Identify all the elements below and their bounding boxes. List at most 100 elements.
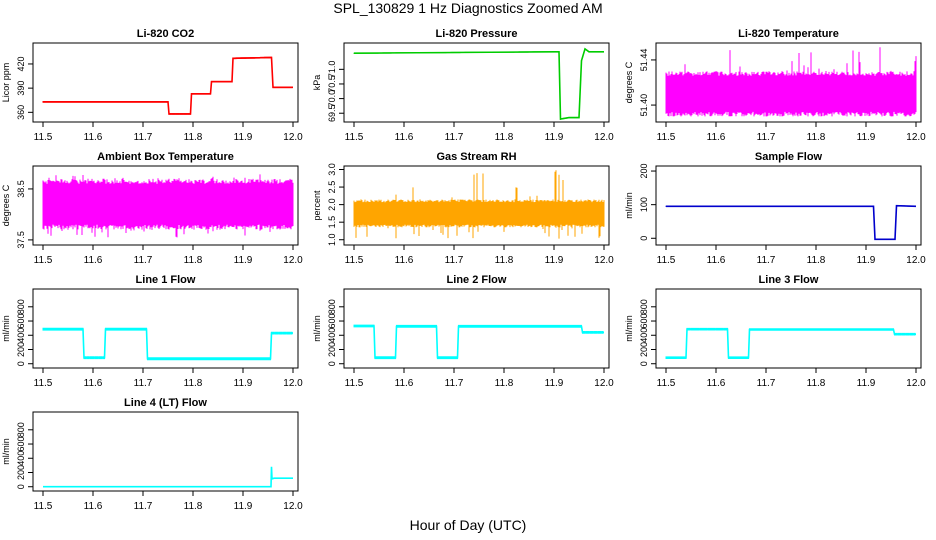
panel-line1: Line 1 Flow ml/min 11.5 11.6 11.7 11.8 11.9 12.… (1, 274, 303, 389)
x-tick-label: 12.0 (283, 255, 303, 266)
panel-sample_flow: Sample Flow ml/min 11.5 11.6 11.7 11.8 11.9 12.… (624, 151, 926, 266)
panel-co2: Li-820 CO2 Licor ppm 11.5 11.6 11.7 11.8 11.9 1… (1, 28, 303, 143)
panel-title: Line 3 Flow (759, 274, 819, 286)
series-line (43, 56, 293, 115)
x-tick-label: 11.5 (345, 132, 364, 143)
y-tick-label: 100 (639, 197, 649, 212)
panel-title: Line 2 Flow (447, 274, 507, 286)
y-axis-label: ml/min (1, 438, 11, 465)
panel-line3: Line 3 Flow ml/min 11.5 11.6 11.7 11.8 11.9 12.… (624, 274, 926, 389)
y-tick-label: 360 (16, 105, 26, 120)
x-tick-label: 11.7 (134, 378, 153, 389)
y-axis-label: Licor ppm (1, 63, 11, 103)
y-tick-label: 600 (639, 314, 649, 329)
series-noise (665, 205, 916, 240)
y-tick-label: 0 (16, 361, 26, 366)
y-tick-label: 70.5 (327, 75, 337, 93)
x-tick-label: 12.0 (594, 255, 614, 266)
y-tick-label: 400 (327, 328, 337, 343)
y-axis-label: ml/min (1, 315, 11, 342)
y-tick-label: 420 (16, 56, 26, 71)
plot-frame (343, 165, 610, 246)
x-tick-label: 11.8 (184, 378, 203, 389)
x-tick-label: 11.7 (134, 132, 153, 143)
x-tick-label: 11.9 (234, 255, 253, 266)
y-tick-label: 200 (327, 342, 337, 357)
y-tick-label: 51.40 (639, 94, 649, 117)
x-tick-label: 11.6 (707, 132, 726, 143)
panel-box_temp: Ambient Box Temperature degrees C 11.5 11.6… (1, 151, 303, 266)
y-tick-label: 600 (327, 314, 337, 329)
x-tick-label: 11.5 (34, 132, 53, 143)
y-tick-label: 400 (639, 328, 649, 343)
panel-line2: Line 2 Flow ml/min 11.5 11.6 11.7 11.8 11.9 12.… (312, 274, 614, 389)
x-tick-label: 11.6 (395, 255, 414, 266)
x-tick-label: 12.0 (283, 378, 303, 389)
series-noise (665, 327, 916, 359)
y-axis-label: degrees C (1, 184, 11, 226)
panel-title: Gas Stream RH (436, 151, 516, 163)
y-tick-label: 1.5 (327, 216, 337, 229)
y-tick-label: 51.44 (639, 49, 649, 72)
x-tick-label: 11.6 (395, 132, 414, 143)
plot-frame (32, 288, 299, 369)
y-tick-label: 800 (327, 299, 337, 314)
x-tick-label: 11.8 (495, 378, 514, 389)
series-band (42, 174, 294, 238)
x-tick-label: 11.5 (345, 255, 364, 266)
plot-frame (32, 42, 299, 123)
x-tick-label: 12.0 (283, 132, 303, 143)
y-tick-label: 390 (16, 81, 26, 96)
y-tick-label: 70.0 (327, 90, 337, 108)
x-tick-label: 11.9 (545, 132, 564, 143)
x-tick-label: 12.0 (594, 378, 614, 389)
x-tick-label: 11.9 (545, 378, 564, 389)
y-tick-label: 0 (639, 236, 649, 241)
y-axis-label: degrees C (624, 61, 634, 103)
series-noise (42, 56, 293, 115)
y-axis-label: ml/min (624, 315, 634, 342)
y-tick-label: 800 (16, 422, 26, 437)
x-tick-label: 11.5 (34, 501, 53, 512)
x-tick-label: 11.7 (445, 132, 464, 143)
x-tick-label: 11.7 (134, 255, 153, 266)
x-tick-label: 11.7 (757, 255, 776, 266)
plot-frame (32, 165, 299, 246)
series-noise (353, 324, 604, 360)
x-tick-label: 11.9 (545, 255, 564, 266)
x-tick-label: 11.6 (84, 132, 103, 143)
x-tick-label: 11.6 (84, 378, 103, 389)
panel-line4: Line 4 (LT) Flow ml/min 11.5 11.6 11.7 11.8 11… (1, 397, 303, 512)
x-tick-label: 12.0 (594, 132, 614, 143)
x-tick-label: 11.7 (757, 378, 776, 389)
x-tick-label: 12.0 (906, 255, 926, 266)
panel-title: Li-820 Temperature (738, 28, 839, 40)
x-tick-label: 11.9 (857, 255, 876, 266)
x-tick-label: 12.0 (283, 501, 303, 512)
series-band (665, 47, 917, 117)
x-tick-label: 11.6 (395, 378, 414, 389)
x-tick-label: 11.6 (84, 255, 103, 266)
panel-title: Li-820 CO2 (137, 28, 194, 40)
series-line (354, 325, 604, 359)
y-tick-label: 2.0 (327, 198, 337, 211)
x-tick-label: 11.8 (807, 132, 826, 143)
x-tick-label: 11.8 (495, 255, 514, 266)
series-noise (42, 327, 293, 361)
series-line (353, 47, 604, 121)
x-tick-label: 12.0 (906, 378, 926, 389)
x-tick-label: 11.8 (807, 255, 826, 266)
plot-frame (32, 411, 299, 492)
y-tick-label: 38.5 (16, 180, 26, 198)
plot-frame (655, 288, 922, 369)
y-axis-label: ml/min (624, 192, 634, 219)
panel-pressure: Li-820 Pressure kPa 11.5 11.6 11.7 11.8 11.9 12… (312, 28, 614, 143)
panel-rh: Gas Stream RH percent 11.5 11.6 11.7 11.8 11.9… (312, 151, 614, 266)
x-tick-label: 11.9 (234, 501, 253, 512)
plot-frame (343, 42, 610, 123)
series-line (666, 328, 916, 359)
y-tick-label: 0 (16, 484, 26, 489)
y-tick-label: 800 (16, 299, 26, 314)
y-tick-label: 2.5 (327, 181, 337, 194)
